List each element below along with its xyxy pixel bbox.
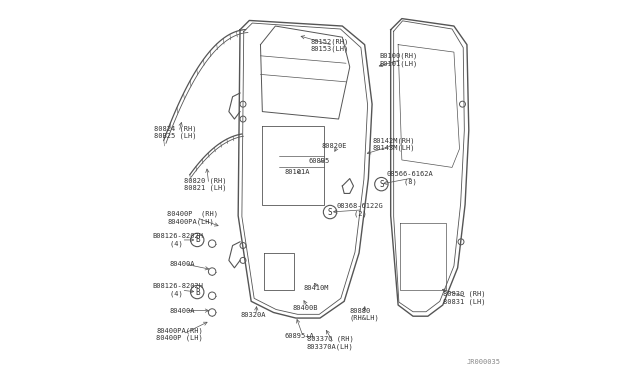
Text: B08126-8202H
    (4): B08126-8202H (4) (152, 233, 204, 247)
Circle shape (374, 177, 388, 191)
Text: 80337Q (RH)
803370A(LH): 80337Q (RH) 803370A(LH) (307, 336, 354, 350)
Text: B0100(RH)
B0101(LH): B0100(RH) B0101(LH) (380, 52, 418, 67)
Text: 80820 (RH)
80821 (LH): 80820 (RH) 80821 (LH) (184, 177, 227, 191)
Text: 60895: 60895 (308, 158, 330, 164)
Text: S: S (379, 180, 384, 189)
Text: 08566-6162A
    (8): 08566-6162A (8) (387, 171, 434, 185)
Text: 80400A: 80400A (170, 308, 195, 314)
Text: 60895+A: 60895+A (285, 333, 314, 339)
Circle shape (209, 268, 216, 275)
Text: JR000035: JR000035 (467, 359, 500, 365)
Text: 80880
(RH&LH): 80880 (RH&LH) (349, 308, 380, 321)
Text: 80142M(RH)
80143M(LH): 80142M(RH) 80143M(LH) (372, 137, 415, 151)
Circle shape (191, 285, 204, 299)
Text: 80152(RH)
80153(LH): 80152(RH) 80153(LH) (310, 38, 349, 52)
Circle shape (323, 205, 337, 219)
Text: 80400A: 80400A (170, 261, 195, 267)
Text: 80820E: 80820E (322, 143, 348, 149)
Text: 80824 (RH)
80B25 (LH): 80824 (RH) 80B25 (LH) (154, 125, 197, 139)
Text: 80101A: 80101A (285, 169, 310, 175)
Text: 80400PA(RH)
80400P (LH): 80400PA(RH) 80400P (LH) (156, 327, 203, 341)
Circle shape (191, 233, 204, 247)
Circle shape (209, 292, 216, 299)
Text: 80400B: 80400B (292, 305, 317, 311)
Circle shape (209, 309, 216, 316)
Text: 80400P  (RH)
80400PA(LH): 80400P (RH) 80400PA(LH) (168, 211, 218, 225)
Text: S: S (328, 208, 332, 217)
Text: B08126-8202H
    (4): B08126-8202H (4) (152, 283, 204, 297)
Text: 80410M: 80410M (303, 285, 329, 291)
Text: 08368-6122G
    (2): 08368-6122G (2) (337, 203, 383, 217)
Text: B: B (195, 288, 200, 296)
Text: B: B (195, 235, 200, 244)
Text: 80320A: 80320A (240, 312, 266, 318)
Text: 80830 (RH)
80831 (LH): 80830 (RH) 80831 (LH) (443, 291, 485, 305)
Circle shape (209, 240, 216, 247)
